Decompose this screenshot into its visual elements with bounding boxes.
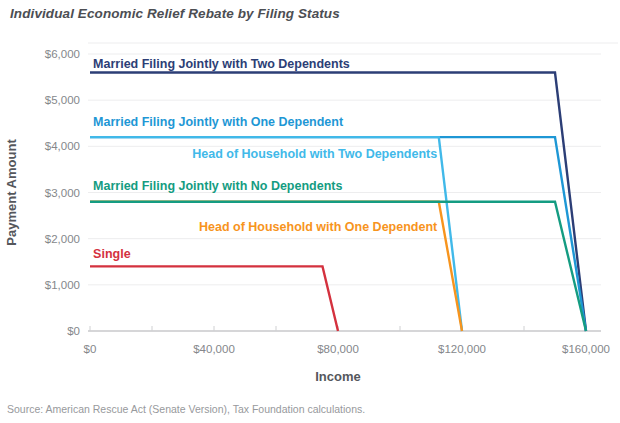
chart-page: Individual Economic Relief Rebate by Fil… bbox=[0, 0, 620, 423]
x-tick-label: $120,000 bbox=[438, 343, 486, 355]
y-tick-label: $6,000 bbox=[45, 48, 80, 60]
series-label-single: Single bbox=[93, 247, 131, 261]
x-tick-label: $160,000 bbox=[562, 343, 610, 355]
y-tick-label: $0 bbox=[67, 325, 80, 337]
series-line-head-of-household-with-two-dependents bbox=[90, 137, 462, 331]
series-line-single bbox=[90, 266, 338, 331]
series-label-married-filing-jointly-with-no-dependents: Married Filing Jointly with No Dependent… bbox=[93, 179, 342, 193]
x-axis-title: Income bbox=[315, 369, 361, 384]
chart-svg: $0 $40,000 $80,000 $120,000 $160,000 $0 $1,000… bbox=[0, 0, 620, 398]
y-tick-label: $2,000 bbox=[45, 233, 80, 245]
series-label-head-of-household-with-one-dependent: Head of Household with One Dependent bbox=[199, 220, 438, 234]
x-tick-label: $40,000 bbox=[193, 343, 235, 355]
y-tick-label: $4,000 bbox=[45, 140, 80, 152]
series-label-married-filing-jointly-with-two-dependents: Married Filing Jointly with Two Dependen… bbox=[93, 57, 350, 71]
x-tick-label: $80,000 bbox=[317, 343, 359, 355]
y-tick-label: $3,000 bbox=[45, 187, 80, 199]
y-tick-label: $1,000 bbox=[45, 279, 80, 291]
series-label-head-of-household-with-two-dependents: Head of Household with Two Dependents bbox=[192, 147, 437, 161]
y-axis-title: Payment Amount bbox=[4, 139, 19, 246]
series-line-married-filing-jointly-with-one-dependent bbox=[90, 137, 586, 331]
x-tick-label: $0 bbox=[84, 343, 97, 355]
y-tick-label: $5,000 bbox=[45, 94, 80, 106]
source-note: Source: American Rescue Act (Senate Vers… bbox=[7, 403, 365, 415]
series-label-married-filing-jointly-with-one-dependent: Married Filing Jointly with One Dependen… bbox=[93, 115, 344, 129]
